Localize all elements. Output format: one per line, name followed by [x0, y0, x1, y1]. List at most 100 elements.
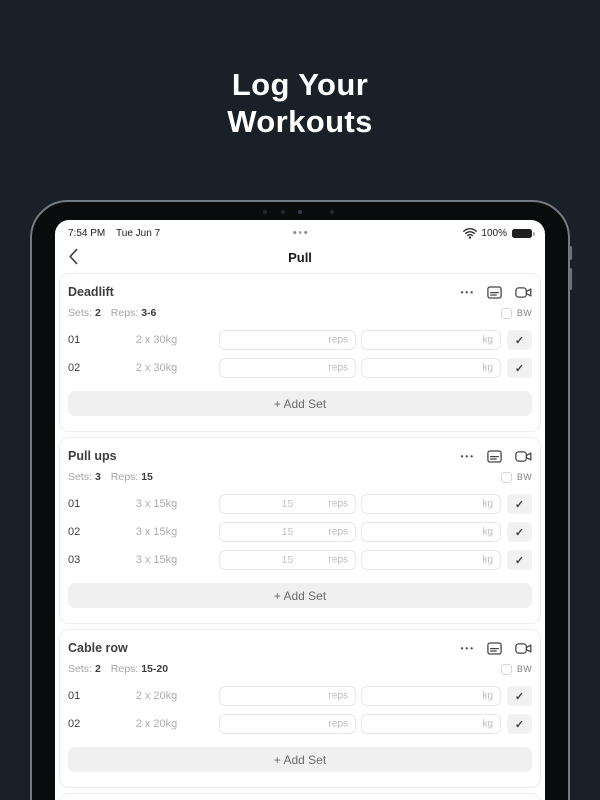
notes-icon[interactable] — [487, 285, 502, 299]
checkmark-icon: ✓ — [514, 498, 525, 511]
reps-input[interactable] — [220, 359, 355, 377]
weight-field[interactable]: kg — [361, 494, 501, 514]
reps-label: Reps: — [110, 471, 139, 483]
set-row: 02 2 x 30kg reps kg ✓ — [68, 358, 532, 378]
exercise-summary: Sets: 2 Reps: 3-6 BW — [68, 307, 532, 319]
bodyweight-checkbox[interactable] — [500, 663, 512, 675]
exercise-list: Deadlift ••• Sets: 2 Reps: 3-6 — [55, 272, 545, 788]
add-set-button[interactable]: + Add Set — [68, 583, 532, 608]
bodyweight-label: BW — [516, 308, 532, 318]
exercise-summary: Sets: 2 Reps: 15-20 BW — [68, 663, 532, 675]
checkmark-icon: ✓ — [514, 334, 525, 347]
set-number: 02 — [68, 362, 81, 374]
exercise-header: Deadlift ••• — [68, 285, 532, 299]
weight-input[interactable] — [362, 359, 500, 377]
status-left: 7:54 PM Tue Jun 7 — [68, 228, 160, 239]
reps-field[interactable]: reps — [219, 522, 356, 542]
tablet-device-frame: 7:54 PM Tue Jun 7 100% — [30, 200, 572, 800]
notes-icon[interactable] — [487, 641, 502, 655]
weight-input[interactable] — [362, 495, 500, 513]
reps-field[interactable]: reps — [219, 358, 356, 378]
bodyweight-checkbox[interactable] — [500, 307, 512, 319]
set-row: 02 2 x 20kg reps kg ✓ — [68, 714, 532, 734]
reps-field[interactable]: reps — [219, 686, 356, 706]
reps-field[interactable]: reps — [219, 494, 356, 514]
volume-button — [569, 268, 572, 290]
more-options-icon[interactable]: ••• — [460, 643, 475, 653]
video-camera-icon[interactable] — [515, 450, 532, 463]
exercise-card: Pull ups ••• Sets: 3 Reps: 15 — [59, 437, 541, 624]
weight-field[interactable]: kg — [361, 358, 501, 378]
status-date: Tue Jun 7 — [116, 228, 161, 239]
reps-input[interactable] — [220, 331, 355, 349]
set-row: 01 3 x 15kg reps kg ✓ — [68, 494, 532, 514]
notes-icon[interactable] — [487, 449, 502, 463]
weight-field[interactable]: kg — [361, 330, 501, 350]
page-title-line2: Workouts — [227, 104, 373, 139]
complete-set-button[interactable]: ✓ — [507, 358, 532, 378]
set-row: 01 2 x 30kg reps kg ✓ — [68, 330, 532, 350]
sets-label: Sets: — [68, 471, 92, 483]
status-right: 100% — [463, 228, 535, 239]
weight-input[interactable] — [362, 715, 500, 733]
add-set-button[interactable]: + Add Set — [68, 391, 532, 416]
complete-set-button[interactable]: ✓ — [507, 550, 532, 570]
reps-field[interactable]: reps — [219, 330, 356, 350]
weight-field[interactable]: kg — [361, 714, 501, 734]
more-options-icon[interactable]: ••• — [460, 451, 475, 461]
add-set-button[interactable]: + Add Set — [68, 747, 532, 772]
set-scheme: 3 x 15kg — [135, 526, 178, 538]
next-exercise-card-partial — [59, 793, 541, 800]
exercise-header: Cable row ••• — [68, 641, 532, 655]
exercise-name: Cable row — [68, 641, 128, 655]
set-scheme: 2 x 20kg — [135, 690, 178, 702]
weight-input[interactable] — [362, 687, 500, 705]
reps-field[interactable]: reps — [219, 550, 356, 570]
reps-input[interactable] — [220, 551, 355, 569]
reps-input[interactable] — [220, 715, 355, 733]
multitasking-dots-icon — [293, 231, 307, 234]
bodyweight-checkbox[interactable] — [500, 471, 512, 483]
reps-input[interactable] — [220, 523, 355, 541]
reps-input[interactable] — [220, 495, 355, 513]
set-row: 01 2 x 20kg reps kg ✓ — [68, 686, 532, 706]
back-chevron-icon — [69, 248, 78, 265]
reps-value: 3-6 — [141, 307, 157, 319]
status-bar: 7:54 PM Tue Jun 7 100% — [55, 220, 545, 243]
battery-percent: 100% — [481, 228, 507, 239]
weight-field[interactable]: kg — [361, 522, 501, 542]
status-time: 7:54 PM — [68, 228, 106, 239]
complete-set-button[interactable]: ✓ — [507, 714, 532, 734]
checkmark-icon: ✓ — [514, 718, 525, 731]
back-button[interactable] — [68, 248, 79, 265]
set-row: 03 3 x 15kg reps kg ✓ — [68, 550, 532, 570]
set-scheme: 3 x 15kg — [135, 554, 178, 566]
weight-input[interactable] — [362, 523, 500, 541]
checkmark-icon: ✓ — [514, 362, 525, 375]
weight-field[interactable]: kg — [361, 550, 501, 570]
reps-input[interactable] — [220, 687, 355, 705]
reps-field[interactable]: reps — [219, 714, 356, 734]
complete-set-button[interactable]: ✓ — [507, 330, 532, 350]
page-title: Log Your Workouts — [0, 66, 600, 140]
set-number: 03 — [68, 554, 81, 566]
set-scheme: 2 x 30kg — [135, 334, 178, 346]
complete-set-button[interactable]: ✓ — [507, 686, 532, 706]
volume-button — [569, 246, 572, 260]
weight-input[interactable] — [362, 551, 500, 569]
exercise-summary: Sets: 3 Reps: 15 BW — [68, 471, 532, 483]
weight-input[interactable] — [362, 331, 500, 349]
checkmark-icon: ✓ — [514, 526, 525, 539]
video-camera-icon[interactable] — [515, 642, 532, 655]
video-camera-icon[interactable] — [515, 286, 532, 299]
complete-set-button[interactable]: ✓ — [507, 494, 532, 514]
bodyweight-label: BW — [516, 472, 532, 482]
complete-set-button[interactable]: ✓ — [507, 522, 532, 542]
weight-field[interactable]: kg — [361, 686, 501, 706]
wifi-icon — [463, 228, 478, 239]
battery-icon — [512, 229, 535, 238]
set-scheme: 2 x 20kg — [135, 718, 178, 730]
set-scheme: 3 x 15kg — [135, 498, 178, 510]
set-rows: 01 3 x 15kg reps kg ✓ 02 3 x 15kg reps k… — [68, 494, 532, 570]
more-options-icon[interactable]: ••• — [460, 287, 475, 297]
